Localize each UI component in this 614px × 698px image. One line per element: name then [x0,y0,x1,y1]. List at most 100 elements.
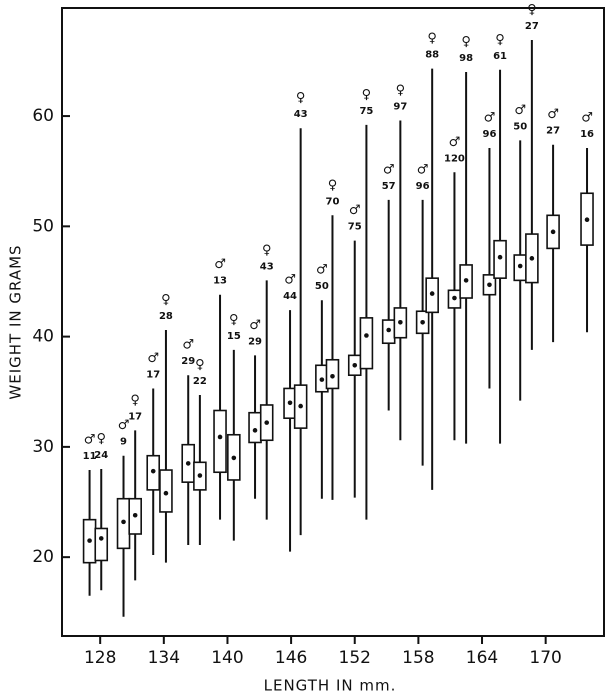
sex-symbol: ♀ [461,34,471,49]
center-dot [452,295,457,301]
sample-size: 50 [315,281,329,292]
sex-symbol: ♂ [147,351,159,366]
center-dot [487,282,492,288]
sample-size: 16 [580,129,594,140]
sample-size: 96 [482,129,496,140]
y-tick-label: 50 [32,216,54,236]
sex-symbol: ♀ [96,431,106,446]
sex-symbol: ♀ [130,393,140,408]
center-dot [231,455,237,461]
box [213,409,227,474]
center-dot [529,256,535,261]
center-dot [398,319,403,325]
sex-symbol: ♂ [284,273,296,288]
sex-symbol: ♂ [449,135,461,150]
sample-size: 29 [248,336,262,347]
plot-frame [61,7,605,637]
sample-size: 9 [120,437,127,448]
sex-symbol: ♂ [249,318,261,333]
center-dot [497,254,503,260]
center-dot [121,519,126,525]
x-tick-label: 170 [529,648,561,668]
y-tick-label: 60 [32,106,54,126]
sex-symbol: ♂ [316,263,328,278]
sex-symbol: ♀ [328,178,338,193]
x-tick-label: 158 [402,648,434,668]
center-dot [319,377,325,382]
center-dot [98,536,104,541]
sex-symbol: ♀ [229,312,239,327]
center-dot [197,473,203,478]
x-tick-label: 134 [148,648,180,668]
sample-size: 43 [294,109,308,120]
sex-symbol: ♂ [514,103,526,118]
sex-symbol: ♀ [262,243,272,258]
sample-size: 28 [159,311,173,322]
center-dot [550,229,556,235]
sample-size: 43 [260,261,274,272]
y-tick-label: 40 [32,327,54,347]
sex-symbol: ♀ [296,91,306,106]
center-dot [330,374,335,379]
sex-symbol: ♂ [84,433,96,448]
sample-size: 75 [359,106,373,117]
sample-size: 29 [181,356,195,367]
sample-size: 70 [326,196,340,207]
sex-symbol: ♀ [527,2,537,17]
center-dot [584,217,590,223]
center-dot [298,403,303,409]
sample-size: 13 [213,276,227,287]
x-tick-label: 146 [275,648,307,668]
sample-size: 11 [83,451,97,462]
center-dot [420,319,425,325]
sample-size: 24 [94,450,108,461]
center-dot [163,490,169,496]
center-dot [217,434,223,440]
box [94,527,109,562]
sample-size: 75 [348,222,362,233]
sample-size: 15 [227,331,241,342]
sex-symbol: ♂ [383,162,395,177]
sex-symbol: ♀ [161,292,171,307]
sex-symbol: ♀ [396,83,406,98]
sample-size: 27 [525,21,539,32]
x-tick-label: 164 [466,648,498,668]
y-tick-label: 30 [32,437,54,457]
center-dot [386,327,391,333]
sex-symbol: ♀ [362,87,372,102]
y-tick-label: 20 [32,547,54,567]
center-dot [287,400,293,406]
sex-symbol: ♀ [195,358,205,373]
sex-symbol: ♀ [427,31,437,46]
sample-size: 97 [393,101,407,112]
sample-size: 120 [444,153,465,164]
center-dot [252,428,258,433]
sex-symbol: ♂ [214,257,226,272]
center-dot [364,333,369,338]
sample-size: 50 [513,121,527,132]
center-dot [429,291,435,296]
x-axis-label: LENGTH IN mm. [264,677,397,695]
sample-size: 88 [425,50,439,61]
sex-symbol: ♂ [547,107,559,122]
center-dot [463,278,469,283]
center-dot [132,512,138,518]
sex-symbol: ♂ [349,203,361,218]
sample-size: 17 [128,411,142,422]
sex-symbol: ♂ [484,111,496,126]
sample-size: 61 [493,51,507,62]
sample-size: 57 [382,181,396,192]
center-dot [87,538,92,543]
sex-symbol: ♂ [182,338,194,353]
x-tick-label: 140 [211,648,243,668]
box [359,317,374,370]
sample-size: 96 [416,181,430,192]
x-tick-label: 128 [84,648,116,668]
center-dot [517,263,523,269]
sample-size: 44 [283,291,297,302]
x-tick-label: 152 [339,648,371,668]
center-dot [352,362,358,368]
sample-size: 17 [146,369,160,380]
sex-symbol: ♂ [417,162,429,177]
